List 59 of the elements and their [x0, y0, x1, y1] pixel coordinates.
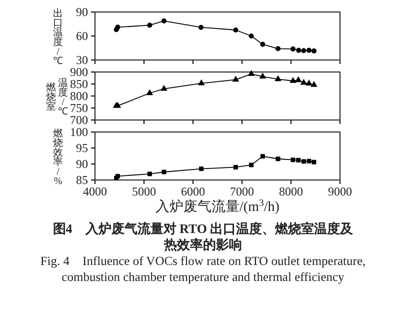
- point: [233, 164, 238, 170]
- point: [312, 160, 316, 164]
- y-axis-title: 出口温度/℃: [53, 7, 63, 67]
- point: [198, 79, 205, 86]
- point: [296, 48, 302, 53]
- point: [249, 162, 254, 168]
- point: [248, 70, 255, 76]
- point: [300, 78, 308, 85]
- point: [306, 48, 312, 53]
- point: [160, 84, 168, 91]
- caption: 图4 入炉废气流量对 RTO 出口温度、燃烧室温度及热效率的影响: [52, 221, 354, 252]
- point: [147, 172, 152, 176]
- point: [296, 158, 301, 162]
- y-tick-label: 900: [70, 64, 88, 79]
- y-tick-label: 800: [70, 88, 88, 103]
- y-tick-label: 60: [76, 28, 88, 43]
- point: [306, 158, 312, 164]
- point: [310, 81, 318, 87]
- point: [306, 80, 312, 86]
- x-tick-label: 6000: [181, 184, 205, 199]
- y-tick-label: 100: [70, 124, 88, 139]
- y-tick-label: 30: [76, 52, 88, 67]
- x-tick-label: 4000: [83, 184, 107, 199]
- point: [301, 48, 306, 54]
- point: [259, 72, 266, 79]
- point: [294, 76, 302, 82]
- point: [301, 159, 306, 164]
- y-tick-label: 90: [76, 156, 88, 171]
- caption: Fig. 4 Influence of VOCs flow rate on RTO outlet temperature, combustion chamber temperature and thermal efficiency: [40, 254, 366, 284]
- point: [233, 27, 238, 33]
- x-tick-label: 5000: [132, 184, 156, 199]
- y-tick-label: 850: [70, 76, 88, 91]
- point: [260, 42, 266, 47]
- point: [260, 154, 265, 159]
- y-tick-label: 750: [70, 100, 88, 115]
- point: [146, 89, 154, 96]
- point: [290, 76, 296, 83]
- y-axis-title: 燃烧效率/%: [53, 127, 63, 187]
- y-tick-label: 95: [76, 140, 88, 155]
- x-axis-title: 入炉废气流量/(m$^{3}$/h): [156, 198, 280, 215]
- point: [290, 46, 296, 52]
- point: [275, 46, 281, 52]
- point: [290, 158, 296, 162]
- x-tick-label: 9000: [328, 184, 352, 199]
- point: [311, 48, 317, 54]
- point: [248, 33, 254, 39]
- point: [198, 24, 204, 30]
- y-tick-label: 90: [76, 4, 88, 19]
- x-tick-label: 7000: [230, 184, 254, 199]
- point: [232, 76, 240, 82]
- y-tick-label: 700: [70, 112, 88, 127]
- point: [276, 156, 280, 162]
- point: [274, 75, 282, 82]
- point: [161, 18, 167, 24]
- y-tick-label: 85: [76, 172, 88, 187]
- x-tick-label: 8000: [279, 184, 303, 199]
- point: [115, 24, 120, 30]
- point: [147, 22, 152, 28]
- point: [199, 166, 204, 172]
